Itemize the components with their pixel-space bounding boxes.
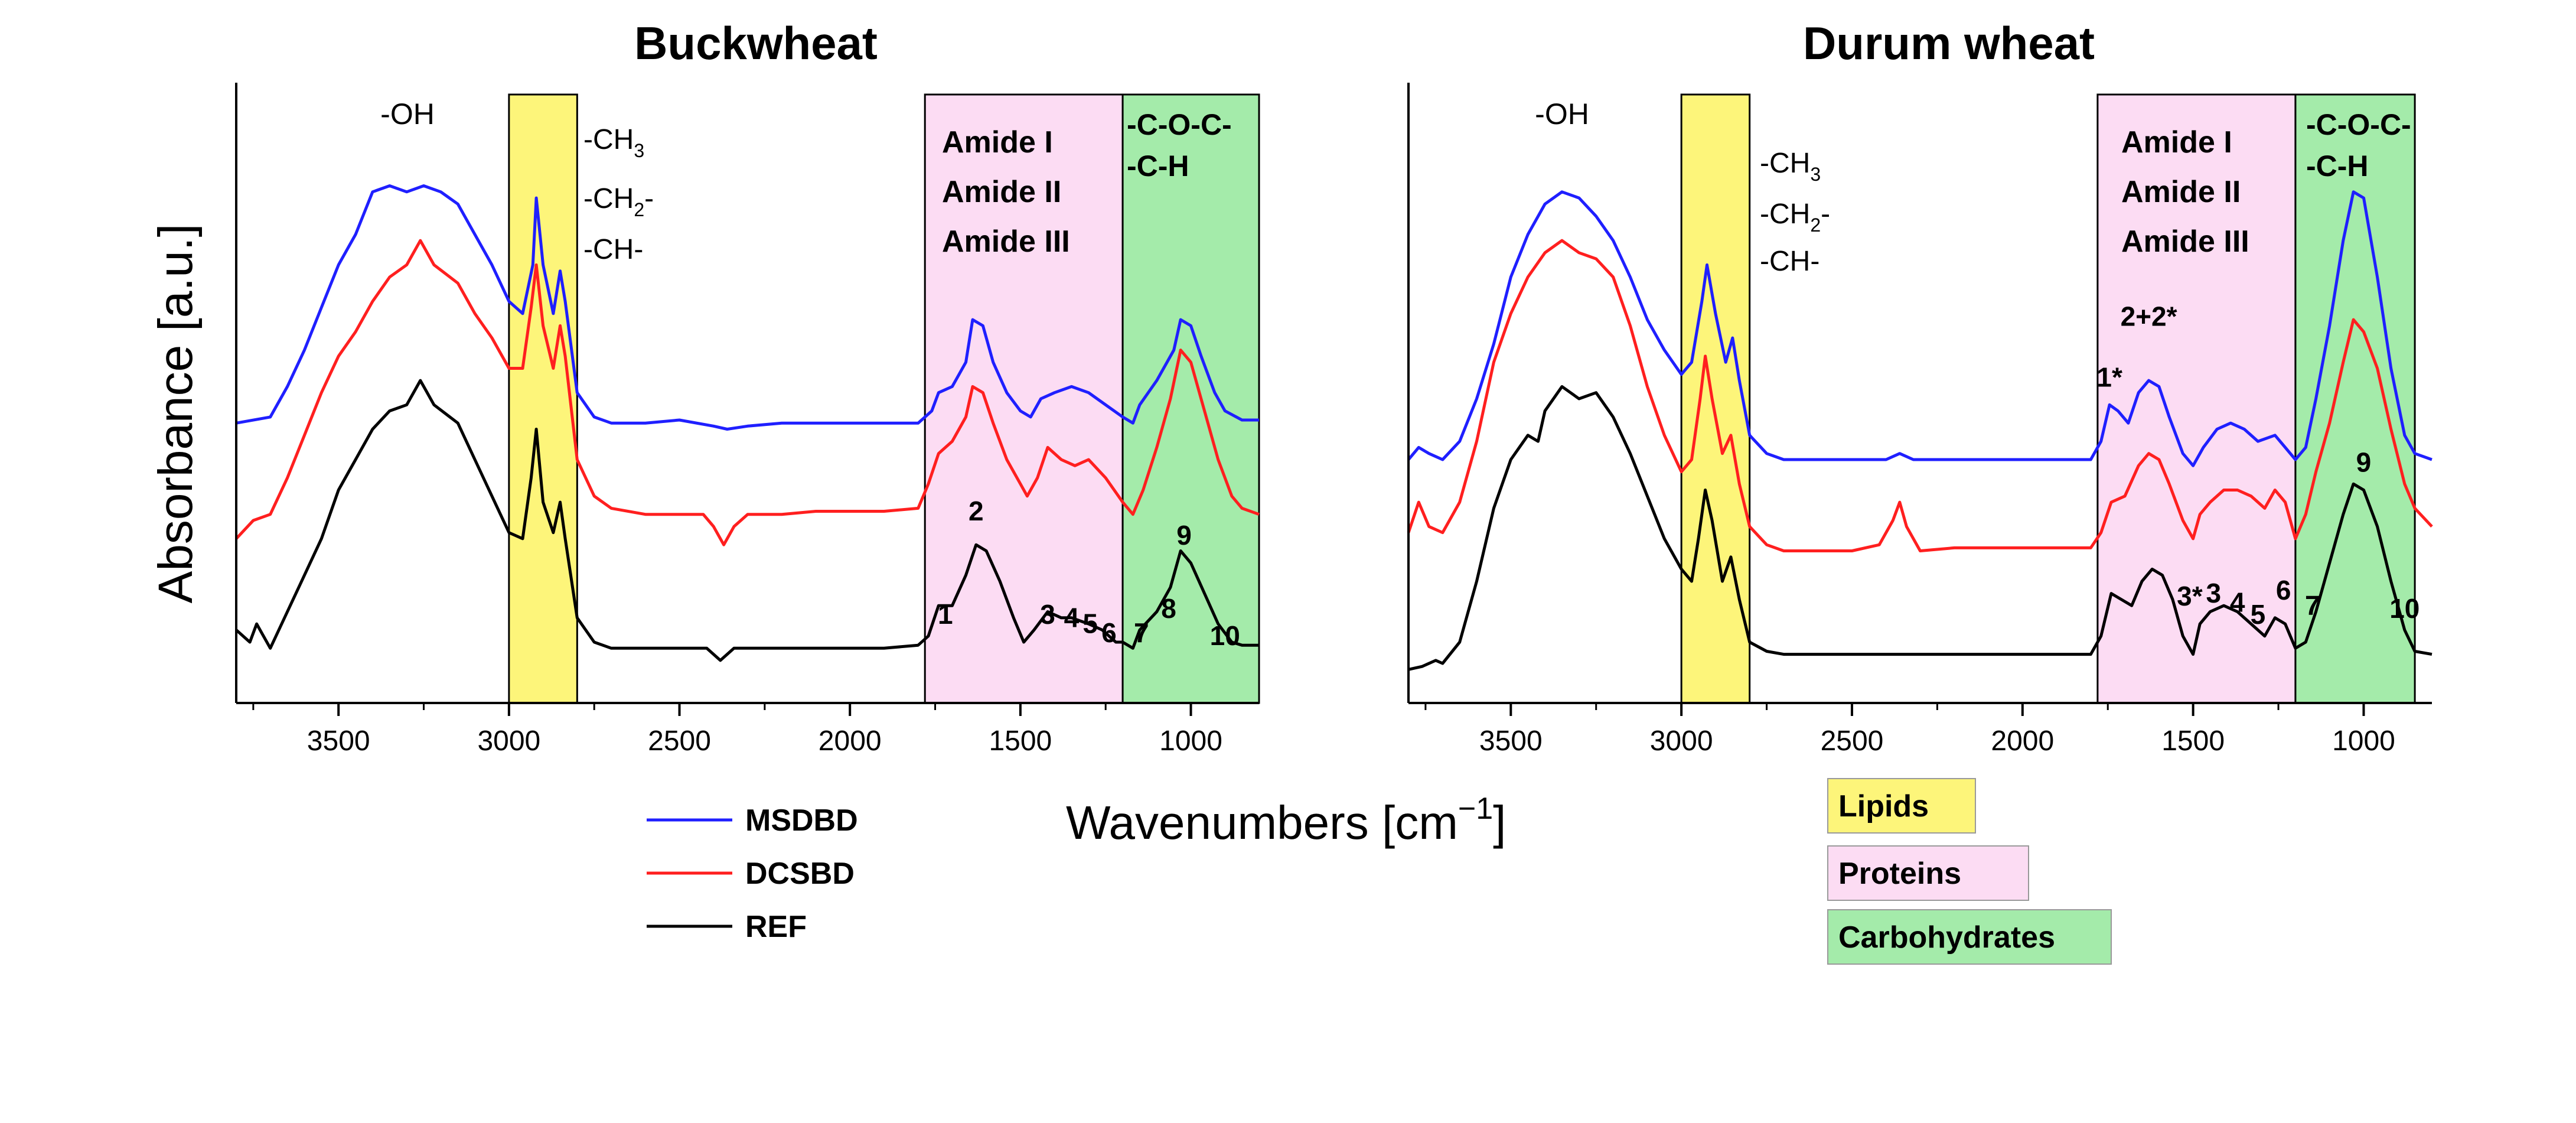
peak-label-6-buckwheat: 6 <box>1101 617 1117 648</box>
panel-title-buckwheat: Buckwheat <box>634 17 878 69</box>
coc-label-durum-wheat: -C-O-C- <box>2306 108 2411 141</box>
peak-label-7-buckwheat: 7 <box>1134 617 1149 648</box>
peak-labels-durum-wheat: 1* 2+2* 3* 3 4 56 7 9 10 <box>2096 301 2420 630</box>
ch3-label-durum-wheat: -CH3 <box>1760 148 1821 185</box>
region-legend-carbohydrates-swatch <box>1827 909 2112 965</box>
region-proteins-buckwheat <box>924 93 1124 704</box>
oh-label-durum-wheat: -OH <box>1535 97 1589 131</box>
peak-label-2-2-durum-wheat: 2+2* <box>2121 301 2177 331</box>
region-lipids-buckwheat <box>508 93 578 704</box>
legend-label-dcsbd: DCSBD <box>745 857 855 891</box>
legend-label-ref: REF <box>745 910 807 944</box>
series-line-msdbd-buckwheat <box>236 184 1259 431</box>
coc-label-buckwheat: -C-O-C- <box>1127 108 1232 141</box>
peak-label-7-durum-wheat: 7 <box>2305 590 2320 621</box>
chbond-label-buckwheat: -C-H <box>1127 149 1189 183</box>
x-tick-label-3000-durum-wheat: 3000 <box>1650 725 1713 757</box>
amide3-label-durum-wheat: Amide III <box>2121 224 2249 259</box>
peak-label-4-buckwheat: 4 <box>1064 602 1080 633</box>
peak-label-4-durum-wheat: 4 <box>2230 587 2245 618</box>
ch-label-durum-wheat: -CH- <box>1760 246 1819 277</box>
series-group-durum-wheat <box>1407 190 2433 671</box>
peak-label-8-buckwheat: 8 <box>1161 593 1176 624</box>
ch3-label-buckwheat: -CH3 <box>583 124 644 161</box>
x-tick-label-1000-buckwheat: 1000 <box>1159 725 1222 757</box>
series-line-dcsbd-buckwheat <box>235 239 1260 546</box>
x-tick-label-1000-durum-wheat: 1000 <box>2332 725 2395 757</box>
region-legend-lipids: Lipids <box>1838 789 1929 823</box>
x-tick-label-2000-buckwheat: 2000 <box>819 725 882 757</box>
region-legend: Lipids Proteins Carbohydrates <box>1827 778 2112 965</box>
x-axis-label: Wavenumbers [cm−1] <box>1066 792 1506 849</box>
chbond-label-durum-wheat: -C-H <box>2306 149 2369 183</box>
peak-labels-buckwheat: 1 2 3 4 5 6 78 9 10 <box>938 496 1240 651</box>
region-proteins-durum-wheat <box>2096 93 2297 704</box>
peak-label-10-buckwheat: 10 <box>1210 620 1240 651</box>
y-axis-label: Absorbance [a.u.] <box>149 224 203 604</box>
region-lipids-durum-wheat <box>1680 93 1751 704</box>
panel-buckwheat: Buckwheat -OH -CH3 -CH2- -CH- Amide I Am… <box>235 17 1260 757</box>
x-axis-durum-wheat: 3500 3000 2500 2000 1500 1000 <box>1407 83 2432 757</box>
peak-label-2-buckwheat: 2 <box>969 496 984 526</box>
series-line-dcsbd-durum-wheat <box>1407 239 2433 552</box>
panel-durum-wheat: Durum wheat -OH -CH3 -CH2- -CH- Amide I … <box>1407 17 2433 757</box>
peak-label-1-durum-wheat: 1* <box>2096 362 2122 392</box>
peak-label-1-buckwheat: 1 <box>938 599 953 630</box>
regions-durum-wheat <box>1680 93 2416 704</box>
amide3-label-buckwheat: Amide III <box>942 224 1070 259</box>
peak-label-5-durum-wheat: 5 <box>2251 599 2266 630</box>
region-legend-proteins: Proteins <box>1838 857 1961 891</box>
x-tick-label-2500-durum-wheat: 2500 <box>1821 725 1884 757</box>
peak-label-3-durum-wheat: 3 <box>2206 578 2221 608</box>
ch2-label-buckwheat: -CH2- <box>583 183 654 220</box>
peak-label-9-durum-wheat: 9 <box>2356 447 2372 478</box>
amide2-label-durum-wheat: Amide II <box>2121 175 2241 209</box>
x-axis-buckwheat: 3500 3000 2500 2000 1500 1000 <box>235 83 1259 757</box>
region-legend-lipids-swatch <box>1827 778 1976 834</box>
peak-label-5-buckwheat: 5 <box>1082 608 1098 639</box>
series-line-msdbd-durum-wheat <box>1407 190 2432 467</box>
region-legend-carbohydrates: Carbohydrates <box>1838 920 2055 955</box>
ch2-label-durum-wheat: -CH2- <box>1760 198 1830 236</box>
x-tick-label-3500-durum-wheat: 3500 <box>1479 725 1543 757</box>
x-tick-label-1500-buckwheat: 1500 <box>989 725 1052 757</box>
oh-label-buckwheat: -OH <box>380 97 435 131</box>
peak-label-3-durum-wheat: 3* <box>2177 581 2203 611</box>
x-tick-label-3500-buckwheat: 3500 <box>307 725 370 757</box>
region-legend-proteins-swatch <box>1827 845 2029 901</box>
series-line-ref-durum-wheat <box>1408 385 2432 671</box>
peak-label-10-durum-wheat: 10 <box>2389 593 2420 624</box>
peak-label-6-durum-wheat: 6 <box>2276 575 2291 606</box>
amide1-label-durum-wheat: Amide I <box>2121 125 2232 160</box>
series-legend: MSDBD DCSBD REF <box>647 803 858 944</box>
peak-label-3-buckwheat: 3 <box>1040 599 1055 630</box>
series-group-buckwheat <box>235 184 1260 662</box>
peak-label-9-buckwheat: 9 <box>1176 520 1192 551</box>
ch-label-buckwheat: -CH- <box>583 234 643 265</box>
legend-label-msdbd: MSDBD <box>745 803 858 838</box>
x-tick-label-3000-buckwheat: 3000 <box>477 725 540 757</box>
x-tick-label-2000-durum-wheat: 2000 <box>1991 725 2054 757</box>
regions-buckwheat <box>508 93 1260 704</box>
amide2-label-buckwheat: Amide II <box>942 175 1061 209</box>
x-tick-label-1500-durum-wheat: 1500 <box>2161 725 2225 757</box>
x-tick-label-2500-buckwheat: 2500 <box>648 725 711 757</box>
panel-title-durum-wheat: Durum wheat <box>1803 17 2095 69</box>
amide1-label-buckwheat: Amide I <box>942 125 1053 160</box>
series-line-ref-buckwheat <box>235 379 1259 662</box>
